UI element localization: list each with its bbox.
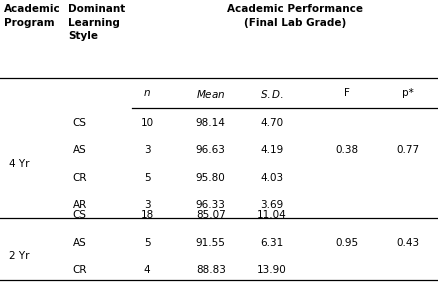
Text: 4: 4: [143, 265, 150, 275]
Text: $n$: $n$: [143, 88, 151, 98]
Text: 3: 3: [143, 200, 150, 210]
Text: 96.63: 96.63: [195, 145, 225, 155]
Text: 13.90: 13.90: [257, 265, 286, 275]
Text: 3.69: 3.69: [260, 200, 283, 210]
Text: 5: 5: [143, 238, 150, 248]
Text: 98.14: 98.14: [195, 118, 225, 128]
Text: 2 Yr: 2 Yr: [9, 251, 29, 262]
Text: 11.04: 11.04: [257, 210, 286, 220]
Text: 85.07: 85.07: [195, 210, 225, 220]
Text: 88.83: 88.83: [195, 265, 225, 275]
Text: Dominant
Learning
Style: Dominant Learning Style: [68, 4, 125, 41]
Text: AR: AR: [72, 200, 86, 210]
Text: CS: CS: [72, 118, 86, 128]
Text: 0.43: 0.43: [396, 238, 419, 248]
Text: AS: AS: [72, 145, 86, 155]
Text: 4.19: 4.19: [260, 145, 283, 155]
Text: Academic Performance
(Final Lab Grade): Academic Performance (Final Lab Grade): [227, 4, 362, 27]
Text: 6.31: 6.31: [260, 238, 283, 248]
Text: AS: AS: [72, 238, 86, 248]
Text: $Mean$: $Mean$: [195, 88, 225, 100]
Text: 91.55: 91.55: [195, 238, 225, 248]
Text: F: F: [343, 88, 349, 98]
Text: p*: p*: [402, 88, 413, 98]
Text: 96.33: 96.33: [195, 200, 225, 210]
Text: 95.80: 95.80: [195, 173, 225, 183]
Text: 10: 10: [140, 118, 153, 128]
Text: 3: 3: [143, 145, 150, 155]
Text: 4.70: 4.70: [260, 118, 283, 128]
Text: 0.95: 0.95: [335, 238, 357, 248]
Text: 0.77: 0.77: [396, 145, 419, 155]
Text: Academic
Program: Academic Program: [4, 4, 61, 27]
Text: 5: 5: [143, 173, 150, 183]
Text: $S.D.$: $S.D.$: [260, 88, 283, 100]
Text: 0.38: 0.38: [335, 145, 357, 155]
Text: CR: CR: [72, 265, 87, 275]
Text: 4.03: 4.03: [260, 173, 283, 183]
Text: CS: CS: [72, 210, 86, 220]
Text: CR: CR: [72, 173, 87, 183]
Text: 18: 18: [140, 210, 153, 220]
Text: 4 Yr: 4 Yr: [9, 159, 29, 169]
